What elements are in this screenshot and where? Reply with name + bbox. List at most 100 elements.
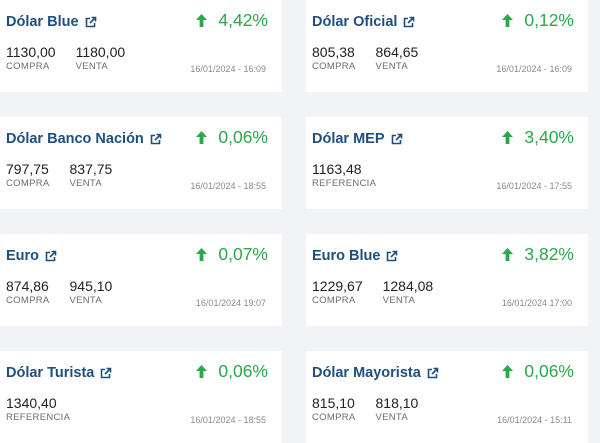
- quote-value-label: COMPRA: [312, 295, 356, 306]
- quote-values: 1229,67 COMPRA 1284,08 VENTA: [312, 278, 453, 306]
- quote-title: Dólar MEP: [312, 131, 385, 147]
- quote-value-group: 1163,48 REFERENCIA: [312, 161, 376, 189]
- quote-value-group: 1130,00 COMPRA: [6, 44, 56, 72]
- quote-timestamp: 16/01/2024 - 18:55: [190, 181, 266, 191]
- quote-title: Dólar Mayorista: [312, 365, 421, 381]
- external-link-icon[interactable]: [385, 250, 398, 263]
- quote-value-label: REFERENCIA: [6, 412, 71, 423]
- external-link-icon[interactable]: [426, 367, 439, 380]
- quote-value-label: COMPRA: [312, 412, 356, 423]
- quote-timestamp: 16/01/2024 - 15:11: [497, 415, 572, 425]
- quote-values: 1130,00 COMPRA 1180,00 VENTA: [6, 44, 145, 72]
- quote-title: Euro: [6, 248, 40, 264]
- external-link-icon[interactable]: [149, 133, 162, 146]
- change-indicator: 3,40%: [501, 127, 574, 148]
- quote-value: 797,75: [6, 161, 49, 177]
- quote-value-group: 1180,00 VENTA: [76, 44, 126, 72]
- change-indicator: 0,06%: [501, 361, 574, 382]
- change-indicator: 0,07%: [195, 244, 268, 265]
- quote-value: 805,38: [312, 44, 355, 60]
- change-indicator: 3,82%: [501, 244, 574, 265]
- quote-value-label: VENTA: [382, 295, 416, 306]
- quote-value: 1284,08: [382, 278, 434, 294]
- quote-value-group: 874,86 COMPRA: [6, 278, 50, 306]
- quote-timestamp: 16/01/2024 - 16:09: [190, 64, 266, 74]
- quote-title-link[interactable]: Euro Blue: [312, 248, 398, 264]
- quote-value-group: 818,10 VENTA: [376, 395, 419, 423]
- change-percent: 0,07%: [218, 244, 268, 264]
- quote-timestamp: 16/01/2024 17:00: [501, 298, 572, 308]
- quote-title-link[interactable]: Dólar Blue: [6, 14, 97, 30]
- quote-title-link[interactable]: Dólar Banco Nación: [6, 131, 162, 147]
- quote-value-group: 805,38 COMPRA: [312, 44, 356, 72]
- quote-value-label: COMPRA: [312, 61, 356, 72]
- arrow-up-icon: [196, 248, 208, 261]
- quote-values: 1163,48 REFERENCIA: [312, 161, 396, 189]
- quote-title-link[interactable]: Dólar Turista: [6, 365, 112, 381]
- change-percent: 3,40%: [524, 127, 574, 147]
- quote-title: Dólar Turista: [6, 365, 95, 381]
- quote-value-group: 837,75 VENTA: [70, 161, 113, 189]
- quote-card: Dólar Oficial 0,12% 805,38 COMPRA 864,65 VE…: [306, 0, 588, 92]
- quote-value-label: REFERENCIA: [312, 178, 377, 189]
- quote-values: 874,86 COMPRA 945,10 VENTA: [6, 278, 132, 306]
- external-link-icon[interactable]: [84, 16, 97, 29]
- external-link-icon[interactable]: [402, 16, 415, 29]
- quote-value-group: 815,10 COMPRA: [312, 395, 356, 423]
- quote-value: 1180,00: [75, 44, 126, 60]
- quote-value-label: COMPRA: [6, 61, 50, 72]
- quote-value-group: 1229,67 COMPRA: [312, 278, 363, 306]
- quote-value: 1130,00: [6, 44, 56, 60]
- change-percent: 4,42%: [218, 10, 268, 30]
- quote-value-group: 797,75 COMPRA: [6, 161, 50, 189]
- quote-value-label: COMPRA: [6, 178, 50, 189]
- quote-value: 837,75: [69, 161, 113, 177]
- quote-value: 1340,40: [6, 395, 57, 411]
- quote-values: 815,10 COMPRA 818,10 VENTA: [312, 395, 438, 423]
- arrow-up-icon: [502, 14, 514, 27]
- quote-values: 1340,40 REFERENCIA: [6, 395, 90, 423]
- arrow-up-icon: [196, 131, 208, 144]
- external-link-icon[interactable]: [99, 367, 112, 380]
- quote-timestamp: 16/01/2024 19:07: [195, 298, 266, 308]
- quote-title: Dólar Oficial: [312, 14, 398, 30]
- change-percent: 0,06%: [218, 127, 268, 147]
- quote-values: 797,75 COMPRA 837,75 VENTA: [6, 161, 132, 189]
- change-percent: 3,82%: [524, 244, 574, 264]
- arrow-up-icon: [502, 131, 514, 144]
- quote-card: Dólar Mayorista 0,06% 815,10 COMPRA 818,10…: [306, 351, 588, 443]
- quote-value: 864,65: [375, 44, 419, 60]
- quote-title: Euro Blue: [312, 248, 381, 264]
- external-link-icon[interactable]: [44, 250, 57, 263]
- arrow-up-icon: [502, 365, 514, 378]
- quote-title-link[interactable]: Dólar Mayorista: [312, 365, 439, 381]
- arrow-up-icon: [196, 14, 208, 27]
- quote-card: Dólar Banco Nación 0,06% 797,75 COMPRA 837…: [0, 117, 282, 209]
- change-indicator: 0,06%: [195, 361, 268, 382]
- quote-card: Dólar MEP 3,40% 1163,48 REFERENCIA 16/01/…: [306, 117, 588, 209]
- quote-title: Dólar Blue: [6, 14, 79, 30]
- quote-value-group: 1340,40 REFERENCIA: [6, 395, 70, 423]
- quote-card: Euro Blue 3,82% 1229,67 COMPRA 1284,08 VENT…: [306, 234, 588, 326]
- quote-title: Dólar Banco Nación: [6, 131, 144, 147]
- quote-value-label: VENTA: [69, 295, 102, 306]
- quote-value-label: VENTA: [69, 178, 102, 189]
- quote-value: 1229,67: [312, 278, 363, 294]
- quote-timestamp: 16/01/2024 - 16:09: [496, 64, 572, 74]
- change-indicator: 0,06%: [195, 127, 268, 148]
- change-percent: 0,06%: [218, 361, 268, 381]
- quote-value-label: VENTA: [375, 412, 408, 423]
- quote-card: Dólar Turista 0,06% 1340,40 REFERENCIA 16…: [0, 351, 282, 443]
- quote-value: 945,10: [69, 278, 113, 294]
- external-link-icon[interactable]: [390, 133, 403, 146]
- quote-title-link[interactable]: Dólar MEP: [312, 131, 403, 147]
- quote-value-group: 864,65 VENTA: [376, 44, 419, 72]
- quote-value: 815,10: [312, 395, 355, 411]
- quote-title-link[interactable]: Euro: [6, 248, 57, 264]
- change-indicator: 0,12%: [501, 10, 574, 31]
- change-percent: 0,06%: [524, 361, 574, 381]
- quote-value-group: 945,10 VENTA: [70, 278, 113, 306]
- quote-title-link[interactable]: Dólar Oficial: [312, 14, 415, 30]
- quote-value: 874,86: [6, 278, 49, 294]
- quote-card: Dólar Blue 4,42% 1130,00 COMPRA 1180,00 VEN…: [0, 0, 282, 92]
